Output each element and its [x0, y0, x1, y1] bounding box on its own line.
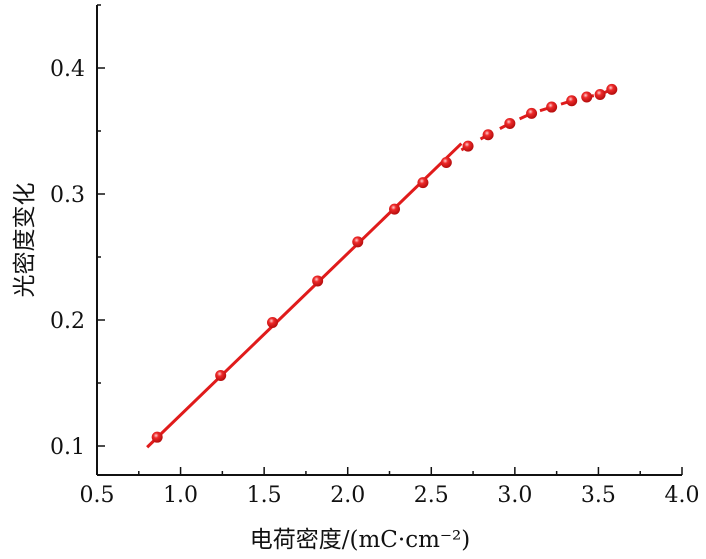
linear-fit-line [146, 142, 463, 449]
saturation-trend-line [460, 88, 613, 152]
x-tick-label: 3.0 [497, 483, 532, 508]
x-tick-label: 4.0 [665, 483, 700, 508]
x-tick-label: 1.5 [247, 483, 282, 508]
x-tick-label: 2.5 [414, 483, 449, 508]
data-point [581, 91, 593, 103]
data-point [267, 317, 278, 329]
data-point [151, 431, 163, 443]
x-tick-label: 3.5 [581, 483, 616, 508]
data-point [417, 177, 429, 189]
data-point [312, 275, 324, 287]
data-point [546, 101, 558, 113]
marks [146, 83, 618, 449]
axes: 0.5 1.0 1.5 2.0 2.5 3.0 3.5 4.0 0.1 0.2 0.3 0.4 [50, 4, 700, 508]
data-point [215, 369, 227, 381]
y-tick-label: 0.2 [50, 309, 85, 334]
data-point [440, 157, 452, 168]
x-tick-label: 0.5 [80, 483, 115, 508]
data-point [504, 117, 516, 129]
data-point [566, 95, 578, 107]
data-point [352, 236, 364, 248]
data-point [462, 140, 474, 152]
y-axis-label: 光密度变化 [12, 183, 38, 298]
data-point [606, 83, 618, 95]
x-tick-label: 1.0 [163, 483, 198, 508]
y-tick-label: 0.4 [50, 57, 85, 82]
data-point [594, 88, 606, 100]
x-axis-label: 电荷密度/(mC·cm⁻²) [250, 527, 470, 553]
data-point [389, 203, 401, 215]
data-point [526, 107, 538, 119]
y-tick-label: 0.3 [50, 183, 85, 208]
y-tick-label: 0.1 [50, 435, 85, 460]
x-tick-label: 2.0 [330, 483, 365, 508]
data-point [482, 129, 494, 141]
